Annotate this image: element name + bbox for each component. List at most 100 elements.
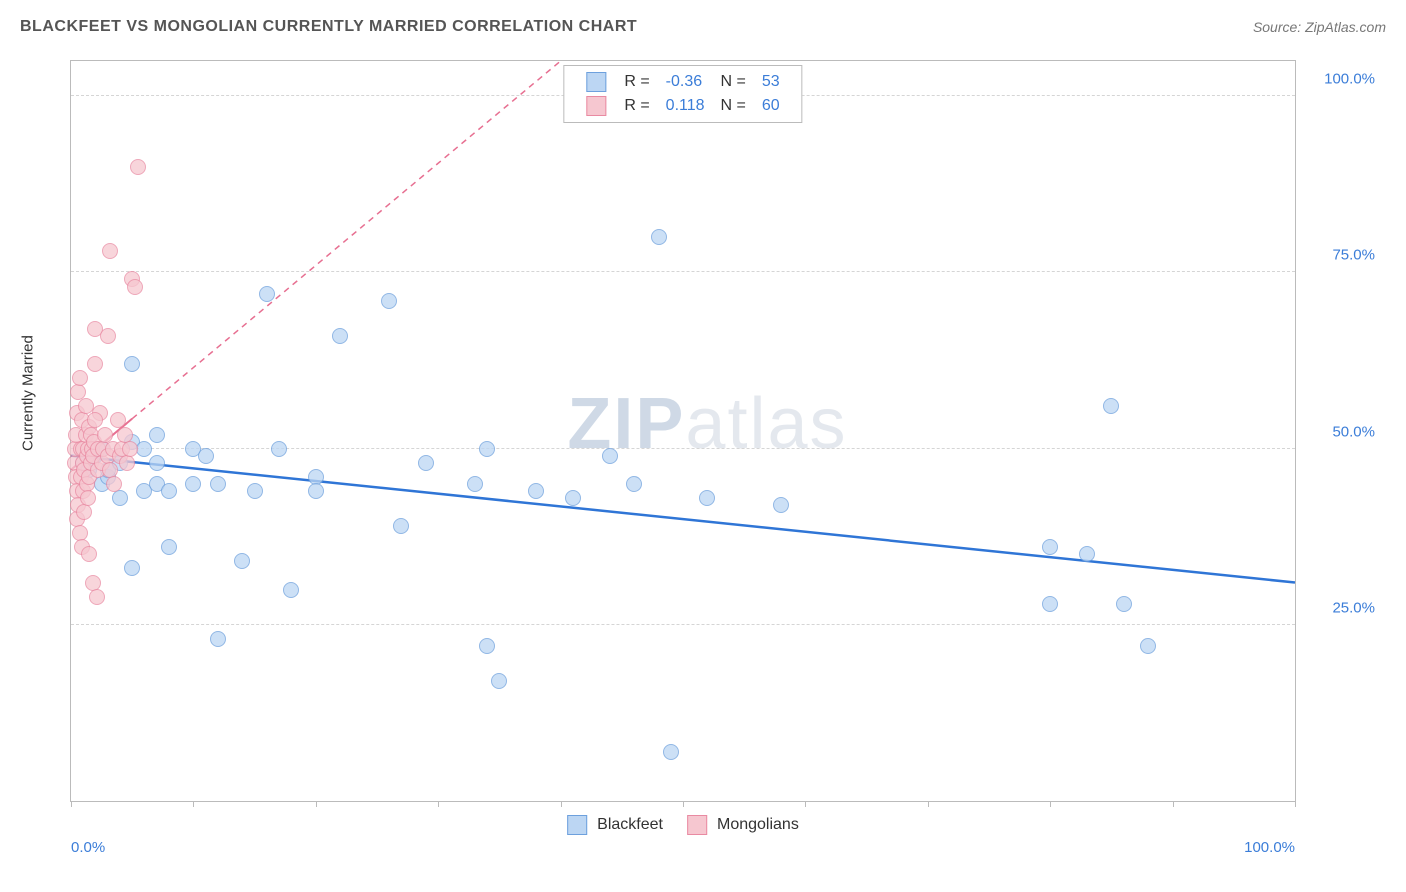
data-point xyxy=(78,398,94,414)
y-tick-label: 75.0% xyxy=(1305,247,1375,264)
plot-area: ZIPatlas R = -0.36 N = 53 R = 0.118 N = … xyxy=(70,60,1296,802)
gridline xyxy=(71,624,1295,625)
data-point xyxy=(491,673,507,689)
n-value-blackfeet: 53 xyxy=(754,70,788,94)
legend-label: Mongolians xyxy=(717,816,799,834)
data-point xyxy=(127,279,143,295)
data-point xyxy=(418,455,434,471)
data-point xyxy=(1042,596,1058,612)
r-label: R = xyxy=(616,94,657,118)
data-point xyxy=(381,293,397,309)
data-point xyxy=(528,483,544,499)
x-tick-mark xyxy=(193,801,194,807)
data-point xyxy=(259,286,275,302)
data-point xyxy=(210,476,226,492)
data-point xyxy=(124,560,140,576)
data-point xyxy=(393,518,409,534)
data-point xyxy=(80,490,96,506)
legend-row-mongolians: R = 0.118 N = 60 xyxy=(578,94,787,118)
data-point xyxy=(626,476,642,492)
y-tick-label: 50.0% xyxy=(1305,423,1375,440)
data-point xyxy=(149,427,165,443)
data-point xyxy=(76,504,92,520)
source-label: Source: ZipAtlas.com xyxy=(1253,19,1386,35)
data-point xyxy=(479,638,495,654)
swatch-blackfeet xyxy=(586,72,606,92)
data-point xyxy=(1140,638,1156,654)
y-axis-label: Currently Married xyxy=(20,335,37,451)
legend-series: Blackfeet Mongolians xyxy=(567,815,799,835)
data-point xyxy=(81,546,97,562)
x-tick-mark xyxy=(438,801,439,807)
data-point xyxy=(1079,546,1095,562)
gridline xyxy=(71,448,1295,449)
data-point xyxy=(1116,596,1132,612)
chart-container: Currently Married ZIPatlas R = -0.36 N =… xyxy=(20,50,1386,852)
data-point xyxy=(332,328,348,344)
data-point xyxy=(161,539,177,555)
y-tick-label: 100.0% xyxy=(1305,71,1375,88)
data-point xyxy=(136,441,152,457)
x-tick-mark xyxy=(1295,801,1296,807)
x-tick-mark xyxy=(71,801,72,807)
data-point xyxy=(185,476,201,492)
data-point xyxy=(87,356,103,372)
x-tick-mark xyxy=(1173,801,1174,807)
x-tick-mark xyxy=(1050,801,1051,807)
n-label: N = xyxy=(713,70,754,94)
legend-row-blackfeet: R = -0.36 N = 53 xyxy=(578,70,787,94)
data-point xyxy=(102,243,118,259)
x-axis-max: 100.0% xyxy=(1244,839,1295,856)
data-point xyxy=(651,229,667,245)
data-point xyxy=(124,356,140,372)
data-point xyxy=(72,370,88,386)
data-point xyxy=(100,328,116,344)
n-label: N = xyxy=(713,94,754,118)
x-tick-mark xyxy=(683,801,684,807)
data-point xyxy=(271,441,287,457)
x-axis-min: 0.0% xyxy=(71,839,105,856)
swatch-mongolians xyxy=(586,96,606,116)
data-point xyxy=(161,483,177,499)
x-tick-mark xyxy=(928,801,929,807)
data-point xyxy=(1103,398,1119,414)
data-point xyxy=(87,412,103,428)
data-point xyxy=(479,441,495,457)
gridline xyxy=(71,271,1295,272)
data-point xyxy=(130,159,146,175)
swatch-mongolians xyxy=(687,815,707,835)
legend-item-blackfeet: Blackfeet xyxy=(567,815,663,835)
data-point xyxy=(699,490,715,506)
data-point xyxy=(773,497,789,513)
trend-lines xyxy=(71,61,1295,801)
legend-label: Blackfeet xyxy=(597,816,663,834)
data-point xyxy=(89,589,105,605)
x-tick-mark xyxy=(805,801,806,807)
data-point xyxy=(112,490,128,506)
x-tick-mark xyxy=(561,801,562,807)
chart-title: BLACKFEET VS MONGOLIAN CURRENTLY MARRIED… xyxy=(20,18,637,36)
n-value-mongolians: 60 xyxy=(754,94,788,118)
r-value-blackfeet: -0.36 xyxy=(658,70,713,94)
data-point xyxy=(122,441,138,457)
data-point xyxy=(1042,539,1058,555)
data-point xyxy=(198,448,214,464)
data-point xyxy=(283,582,299,598)
data-point xyxy=(467,476,483,492)
swatch-blackfeet xyxy=(567,815,587,835)
data-point xyxy=(602,448,618,464)
data-point xyxy=(106,476,122,492)
legend-correlation: R = -0.36 N = 53 R = 0.118 N = 60 xyxy=(563,65,802,123)
data-point xyxy=(565,490,581,506)
r-value-mongolians: 0.118 xyxy=(658,94,713,118)
data-point xyxy=(210,631,226,647)
y-tick-label: 25.0% xyxy=(1305,599,1375,616)
data-point xyxy=(234,553,250,569)
data-point xyxy=(247,483,263,499)
data-point xyxy=(119,455,135,471)
r-label: R = xyxy=(616,70,657,94)
legend-item-mongolians: Mongolians xyxy=(687,815,799,835)
data-point xyxy=(663,744,679,760)
data-point xyxy=(308,483,324,499)
x-tick-mark xyxy=(316,801,317,807)
